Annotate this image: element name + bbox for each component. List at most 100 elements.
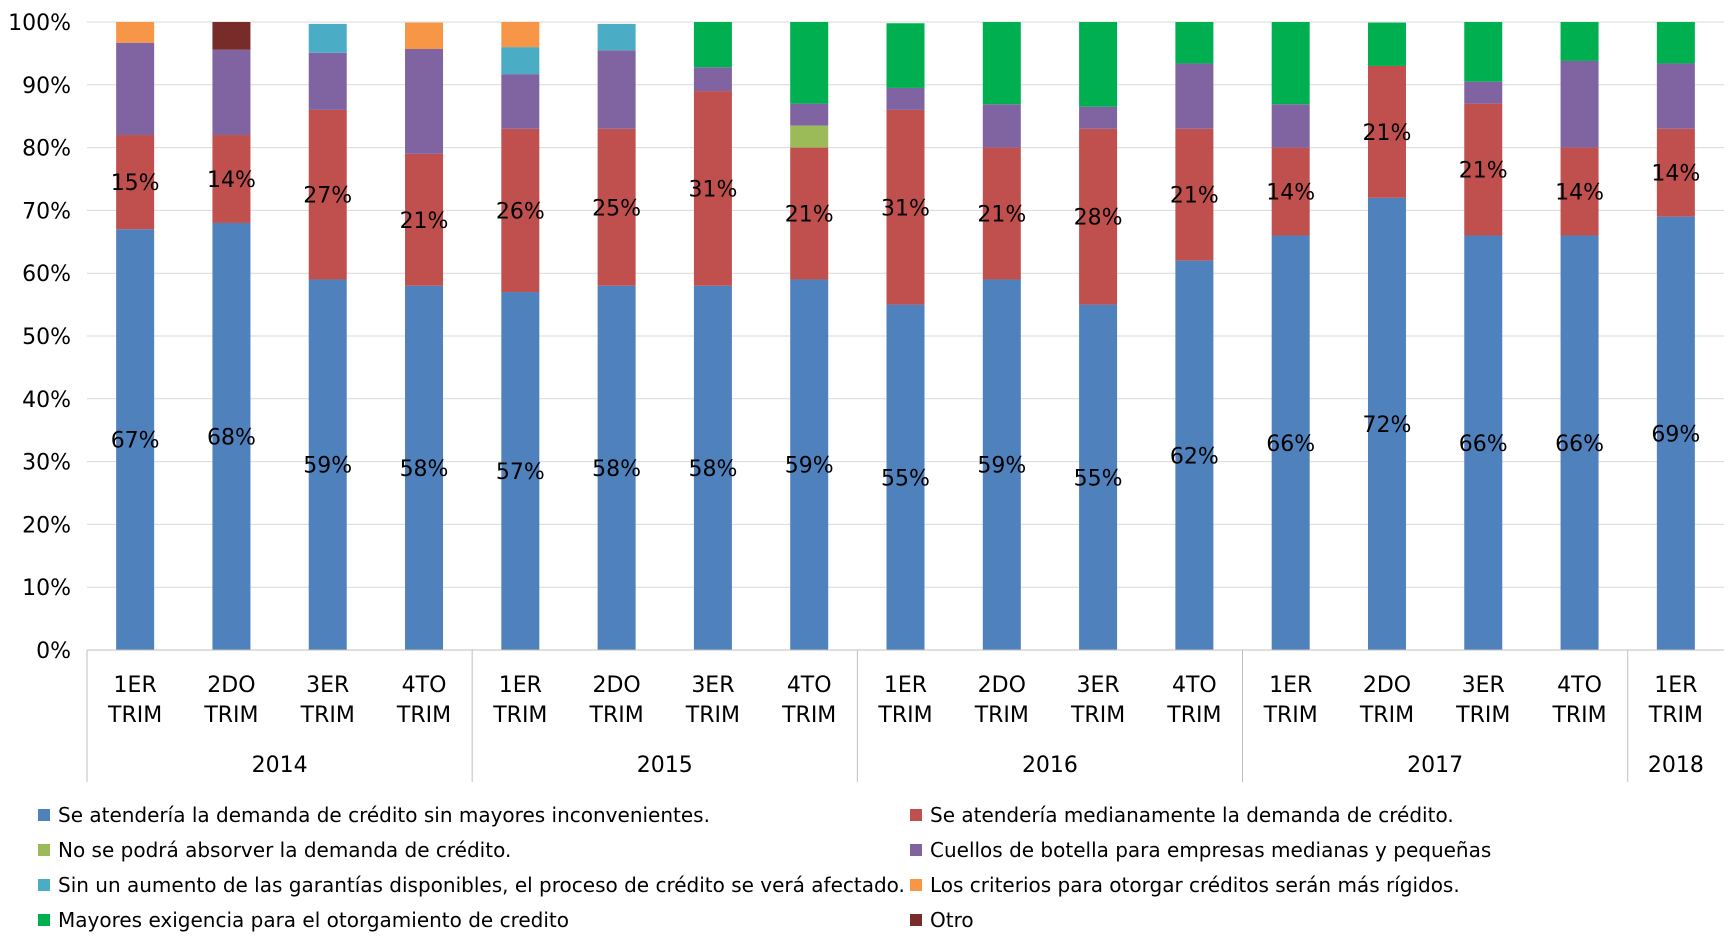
bar-segment	[1656, 22, 1695, 64]
data-label: 66%	[1459, 432, 1508, 457]
y-tick-label: 90%	[22, 74, 71, 99]
x-category-label: TRIM	[107, 703, 162, 728]
bar-segment	[693, 67, 732, 92]
legend-item: Sin un aumento de las garantías disponib…	[38, 870, 905, 900]
data-label: 68%	[207, 425, 256, 450]
bar-segment	[1367, 22, 1406, 66]
data-label: 57%	[496, 460, 545, 485]
bar-segment	[1560, 22, 1599, 61]
x-category-label: 2DO	[1363, 673, 1411, 698]
legend-item: Otro	[910, 905, 974, 935]
legend-swatch	[910, 809, 922, 821]
x-category-label: 1ER	[1269, 673, 1312, 698]
x-category-label: TRIM	[1166, 703, 1221, 728]
x-category-label: TRIM	[1263, 703, 1318, 728]
bar-segment	[597, 23, 636, 51]
x-year-label: 2017	[1407, 753, 1463, 778]
bar-segment	[1079, 128, 1118, 305]
bar-segment	[597, 50, 636, 129]
legend-swatch	[38, 844, 50, 856]
y-tick-label: 80%	[22, 137, 71, 162]
y-tick-label: 40%	[22, 388, 71, 413]
x-category-label: TRIM	[1551, 703, 1606, 728]
bar-segment	[405, 153, 444, 286]
data-label: 59%	[785, 454, 834, 479]
bar-segment	[405, 22, 444, 50]
bar-segment	[1271, 147, 1310, 236]
bar-segment	[790, 22, 829, 104]
bar-segment	[1079, 304, 1118, 650]
data-label: 14%	[1555, 181, 1604, 206]
y-tick-label: 0%	[36, 639, 71, 664]
data-label: 58%	[400, 457, 449, 482]
x-category-label: 3ER	[1462, 673, 1505, 698]
legend-item: Se atendería la demanda de crédito sin m…	[38, 800, 710, 830]
x-category-label: TRIM	[1648, 703, 1703, 728]
bar-segment	[405, 285, 444, 650]
bar-segment	[982, 22, 1021, 105]
x-category-label: TRIM	[685, 703, 740, 728]
data-label: 21%	[400, 209, 449, 234]
legend-item: Mayores exigencia para el otorgamiento d…	[38, 905, 569, 935]
bar-segment	[790, 279, 829, 650]
x-category-label: TRIM	[1359, 703, 1414, 728]
bar-segment	[116, 42, 155, 136]
x-category-label: 4TO	[402, 673, 447, 698]
data-label: 31%	[881, 196, 930, 221]
data-label: 66%	[1555, 432, 1604, 457]
data-label: 14%	[207, 168, 256, 193]
bar-segment	[693, 91, 732, 286]
bar-segment	[1560, 60, 1599, 148]
bar-segment	[1079, 106, 1118, 129]
data-label: 66%	[1266, 432, 1315, 457]
bar-segment	[886, 304, 925, 650]
y-tick-label: 60%	[22, 262, 71, 287]
y-tick-label: 30%	[22, 451, 71, 476]
legend-label: Sin un aumento de las garantías disponib…	[58, 873, 905, 897]
bar-segment	[1464, 235, 1503, 650]
bar-segment	[1656, 128, 1695, 217]
bar-segment	[116, 229, 155, 651]
bar-segment	[597, 285, 636, 650]
x-category-label: TRIM	[877, 703, 932, 728]
x-category-label: TRIM	[203, 703, 258, 728]
legend-swatch	[38, 914, 50, 926]
data-label: 27%	[303, 184, 352, 209]
x-category-label: 1ER	[1654, 673, 1697, 698]
bar-segment	[1656, 63, 1695, 129]
data-label: 21%	[1363, 121, 1412, 146]
data-label: 31%	[688, 177, 737, 202]
data-label: 55%	[1074, 466, 1123, 491]
bar-segment	[212, 49, 251, 136]
x-axis: 1ER TRIM 2DO TRIM 3ER TRIM 4TO TRIM 1ER TRIM 2DO TR…	[86, 649, 1724, 782]
data-label: 15%	[111, 171, 160, 196]
legend-swatch	[910, 844, 922, 856]
bar-segment	[982, 279, 1021, 650]
x-category-label: TRIM	[300, 703, 355, 728]
x-category-label: 3ER	[1076, 673, 1119, 698]
legend-swatch	[38, 809, 50, 821]
bar-segment	[597, 128, 636, 286]
x-year-label: 2014	[252, 753, 308, 778]
legend-label: Cuellos de botella para empresas mediana…	[930, 838, 1492, 862]
x-category-label: TRIM	[974, 703, 1029, 728]
bar-segment	[116, 135, 155, 230]
bar-segment	[1271, 235, 1310, 650]
legend-swatch	[38, 879, 50, 891]
x-category-label: 2DO	[592, 673, 640, 698]
bar-segment	[212, 135, 251, 223]
legend-item: Cuellos de botella para empresas mediana…	[910, 835, 1491, 865]
data-label: 58%	[688, 457, 737, 482]
x-category-label: 3ER	[306, 673, 349, 698]
bar-segment	[790, 147, 829, 280]
x-year-label: 2018	[1648, 753, 1704, 778]
data-label: 59%	[977, 454, 1026, 479]
bar-segment	[886, 87, 925, 110]
legend-item: Se atendería medianamente la demanda de …	[910, 800, 1454, 830]
data-label: 21%	[1459, 159, 1508, 184]
legend-label: No se podrá absorver la demanda de crédi…	[58, 838, 512, 862]
bar-segment	[1367, 65, 1406, 198]
legend: Se atendería la demanda de crédito sin m…	[38, 800, 1718, 940]
bar-segment	[693, 285, 732, 650]
legend-swatch	[910, 879, 922, 891]
